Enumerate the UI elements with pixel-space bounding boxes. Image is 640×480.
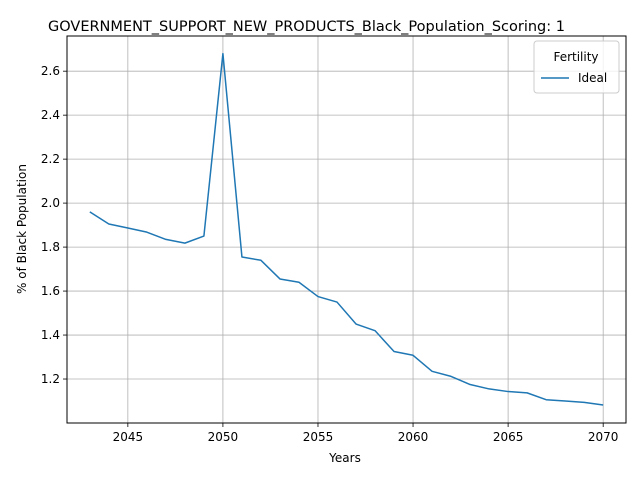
x-tick-label: 2050 <box>208 430 239 444</box>
legend: Fertility Ideal <box>533 40 620 94</box>
y-tick-label: 2.2 <box>41 152 60 166</box>
y-axis-label: % of Black Population <box>15 164 29 294</box>
y-tick-label: 2.4 <box>41 108 60 122</box>
x-axis-label: Years <box>328 451 361 465</box>
y-tick-label: 1.6 <box>41 284 60 298</box>
x-tick-label: 2070 <box>588 430 619 444</box>
legend-title: Fertility <box>553 50 598 64</box>
x-axis-ticks: 2045 2050 2055 2060 2065 2070 <box>113 423 619 444</box>
y-tick-label: 2.0 <box>41 196 60 210</box>
grid-lines <box>67 36 626 423</box>
plot-series <box>89 52 604 406</box>
legend-box <box>533 40 620 94</box>
x-tick-label: 2055 <box>303 430 334 444</box>
y-tick-label: 1.2 <box>41 372 60 386</box>
axes-frame <box>66 35 627 424</box>
y-tick-label: 1.4 <box>41 328 60 342</box>
y-tick-label: 2.6 <box>41 64 60 78</box>
chart-title: GOVERNMENT_SUPPORT_NEW_PRODUCTS_Black_Po… <box>48 19 565 35</box>
x-tick-label: 2065 <box>493 430 524 444</box>
series-line-ideal <box>89 52 604 406</box>
y-axis-ticks: 1.2 1.4 1.6 1.8 2.0 2.2 2.4 2.6 <box>41 64 67 386</box>
x-tick-label: 2045 <box>113 430 144 444</box>
legend-entry-label: Ideal <box>578 71 607 85</box>
x-tick-label: 2060 <box>398 430 429 444</box>
y-tick-label: 1.8 <box>41 240 60 254</box>
